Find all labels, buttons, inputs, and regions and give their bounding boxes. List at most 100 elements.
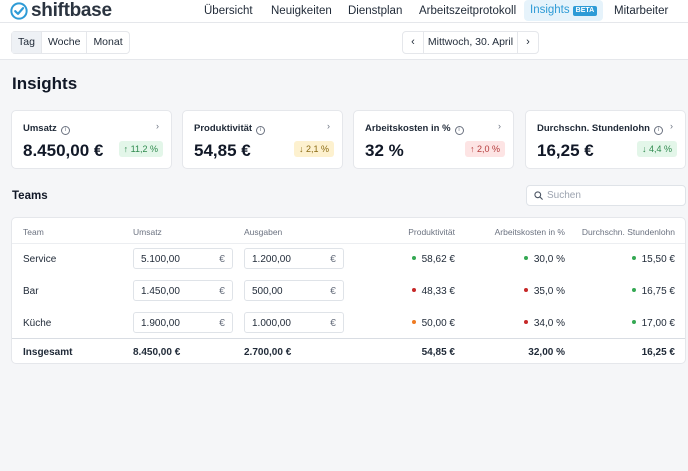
kpi-label: Arbeitskosten in % i: [365, 123, 464, 135]
status-dot: [411, 288, 416, 292]
umsatz-input[interactable]: 1.900,00 €: [133, 312, 233, 333]
view-woche-button[interactable]: Woche: [42, 32, 88, 53]
status-dot: [631, 288, 636, 292]
status-dot: [631, 320, 636, 324]
team-name: Service: [23, 254, 57, 265]
nav-insights-label: Insights: [530, 4, 570, 16]
arrow-down-icon: ↓: [641, 144, 647, 154]
search-icon: [534, 191, 543, 200]
kpi-value: 54,85 €: [194, 141, 251, 160]
col-header-arbeitskosten[interactable]: Arbeitskosten in %: [494, 227, 565, 237]
kpi-card-umsatz[interactable]: Umsatz i › 8.450,00 € ↑ 11,2 %: [11, 110, 172, 169]
trend-badge: ↑ 2,0 %: [464, 141, 505, 157]
arrow-down-icon: ↓: [298, 144, 304, 154]
kpi-value: 8.450,00 €: [23, 141, 104, 160]
kpi-card-arbeitskosten[interactable]: Arbeitskosten in % i › 32 % ↑ 2,0 %: [353, 110, 514, 169]
status-dot: [523, 320, 528, 324]
top-navigation: shiftbase Übersicht Neuigkeiten Dienstpl…: [0, 0, 688, 22]
next-day-chevron-right-icon[interactable]: ›: [517, 32, 538, 53]
col-header-ausgaben[interactable]: Ausgaben: [244, 227, 283, 237]
kpi-card-produktivitaet[interactable]: Produktivität i › 54,85 € ↓ 2,1 %: [182, 110, 343, 169]
status-dot: [523, 256, 528, 260]
stundenlohn-value: 15,50 €: [631, 254, 675, 265]
kpi-value: 16,25 €: [537, 141, 594, 160]
chevron-right-icon[interactable]: ›: [156, 121, 159, 131]
info-icon[interactable]: i: [60, 126, 70, 135]
info-icon[interactable]: i: [256, 126, 266, 135]
euro-icon: €: [219, 253, 225, 265]
euro-icon: €: [219, 285, 225, 297]
stundenlohn-value: 17,00 €: [631, 318, 675, 329]
search-box[interactable]: [526, 185, 686, 206]
status-dot: [631, 256, 636, 260]
ausgaben-input[interactable]: 500,00 €: [244, 280, 344, 301]
status-dot: [411, 256, 416, 260]
team-name: Küche: [23, 318, 52, 329]
chevron-right-icon[interactable]: ›: [670, 121, 673, 131]
teams-title: Teams: [12, 190, 48, 202]
nav-arbeitszeitprotokoll[interactable]: Arbeitszeitprotokoll: [419, 5, 517, 17]
umsatz-input[interactable]: 1.450,00 €: [133, 280, 233, 301]
ausgaben-input[interactable]: 1.000,00 €: [244, 312, 344, 333]
nav-divider: [0, 22, 688, 23]
date-navigator: ‹ Mittwoch, 30. April ›: [402, 31, 539, 54]
info-icon[interactable]: i: [653, 126, 663, 135]
euro-icon: €: [219, 317, 225, 329]
nav-dienstplan[interactable]: Dienstplan: [348, 5, 403, 17]
teams-table: Team Umsatz Ausgaben Produktivität Arbei…: [11, 217, 686, 364]
arbeitskosten-value: 34,0 %: [523, 318, 565, 329]
stundenlohn-value: 16,75 €: [631, 286, 675, 297]
chevron-right-icon[interactable]: ›: [327, 121, 330, 131]
kpi-label: Produktivität i: [194, 123, 266, 135]
total-label: Insgesamt: [23, 347, 73, 358]
toolbar-divider: [0, 59, 688, 60]
arrow-up-icon: ↑: [123, 144, 129, 154]
arrow-up-icon: ↑: [469, 144, 475, 154]
produktivitaet-value: 48,33 €: [411, 286, 455, 297]
info-icon[interactable]: i: [454, 126, 464, 135]
euro-icon: €: [330, 253, 336, 265]
ausgaben-input[interactable]: 1.200,00 €: [244, 248, 344, 269]
nav-mitarbeiter[interactable]: Mitarbeiter: [614, 5, 669, 17]
kpi-label: Durchschn. Stundenlohn i: [537, 123, 663, 135]
produktivitaet-value: 58,62 €: [411, 254, 455, 265]
total-arbeitskosten: 32,00 %: [528, 347, 565, 358]
col-header-stundenlohn[interactable]: Durchschn. Stundenlohn: [581, 227, 675, 237]
current-date[interactable]: Mittwoch, 30. April: [427, 36, 514, 48]
beta-badge: BETA: [572, 6, 598, 16]
status-dot: [523, 288, 528, 292]
search-input[interactable]: [547, 188, 677, 203]
col-header-umsatz[interactable]: Umsatz: [133, 227, 162, 237]
kpi-card-stundenlohn[interactable]: Durchschn. Stundenlohn i › 16,25 € ↓ 4,4 …: [525, 110, 686, 169]
total-umsatz: 8.450,00 €: [133, 347, 181, 358]
trend-badge: ↓ 4,4 %: [636, 141, 677, 157]
total-ausgaben: 2.700,00 €: [244, 347, 292, 358]
col-header-team[interactable]: Team: [23, 227, 44, 237]
view-switcher: Tag Woche Monat: [11, 31, 130, 54]
trend-badge: ↓ 2,1 %: [293, 141, 334, 157]
shiftbase-logo[interactable]: shiftbase: [10, 0, 112, 22]
produktivitaet-value: 50,00 €: [411, 318, 455, 329]
umsatz-input[interactable]: 5.100,00 €: [133, 248, 233, 269]
total-stundenlohn: 16,25 €: [641, 347, 675, 358]
total-produktivitaet: 54,85 €: [421, 347, 455, 358]
page-title: Insights: [12, 74, 78, 93]
toolbar: Tag Woche Monat ‹ Mittwoch, 30. April ›: [0, 23, 688, 59]
total-divider: [12, 338, 685, 339]
view-tag-button[interactable]: Tag: [12, 32, 42, 53]
nav-ubersicht[interactable]: Übersicht: [204, 5, 253, 17]
prev-day-chevron-left-icon[interactable]: ‹: [403, 32, 424, 53]
header-divider: [12, 243, 685, 244]
logo-check-icon: [10, 2, 28, 20]
nav-neuigkeiten[interactable]: Neuigkeiten: [271, 5, 332, 17]
view-monat-button[interactable]: Monat: [93, 36, 123, 48]
logo-text: shiftbase: [31, 0, 112, 21]
col-header-produktivitaet[interactable]: Produktivität: [408, 227, 455, 237]
euro-icon: €: [330, 285, 336, 297]
arbeitskosten-value: 30,0 %: [523, 254, 565, 265]
euro-icon: €: [330, 317, 336, 329]
chevron-right-icon[interactable]: ›: [498, 121, 501, 131]
trend-badge: ↑ 11,2 %: [118, 141, 163, 157]
kpi-label: Umsatz i: [23, 123, 70, 135]
nav-insights[interactable]: Insights BETA: [524, 0, 604, 21]
